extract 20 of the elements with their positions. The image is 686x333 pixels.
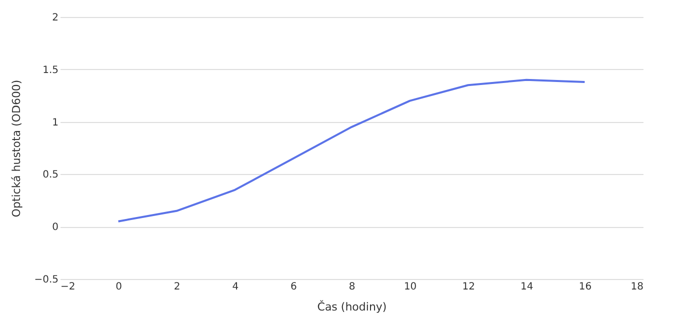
x-tick-label: 14 (520, 282, 534, 292)
y-tick-label: 1.5 (42, 64, 58, 76)
y-axis-title: Optická hustota (OD600) (10, 80, 24, 218)
x-tick-label: 2 (174, 282, 180, 292)
line-series (117, 78, 586, 222)
x-tick-label: 8 (348, 282, 356, 292)
y-tick-label: 0.5 (42, 170, 58, 181)
y-tick-label: −0.5 (34, 274, 58, 286)
y-tick-label: 1 (52, 117, 58, 128)
x-tick-label: 6 (290, 282, 297, 292)
x-tick-label: 16 (578, 282, 592, 292)
x-tick-label: 4 (232, 282, 239, 292)
x-tick-label: 10 (404, 282, 417, 292)
y-tick-label: 0 (52, 222, 58, 234)
x-axis-title: Čas (hodiny) (317, 300, 387, 314)
x-tick-label: 0 (116, 282, 122, 292)
y-tick-label: 2 (52, 12, 58, 24)
x-tick-label: 12 (462, 282, 475, 292)
x-tick-label: −2 (60, 282, 76, 292)
x-tick-label: 18 (630, 282, 644, 292)
